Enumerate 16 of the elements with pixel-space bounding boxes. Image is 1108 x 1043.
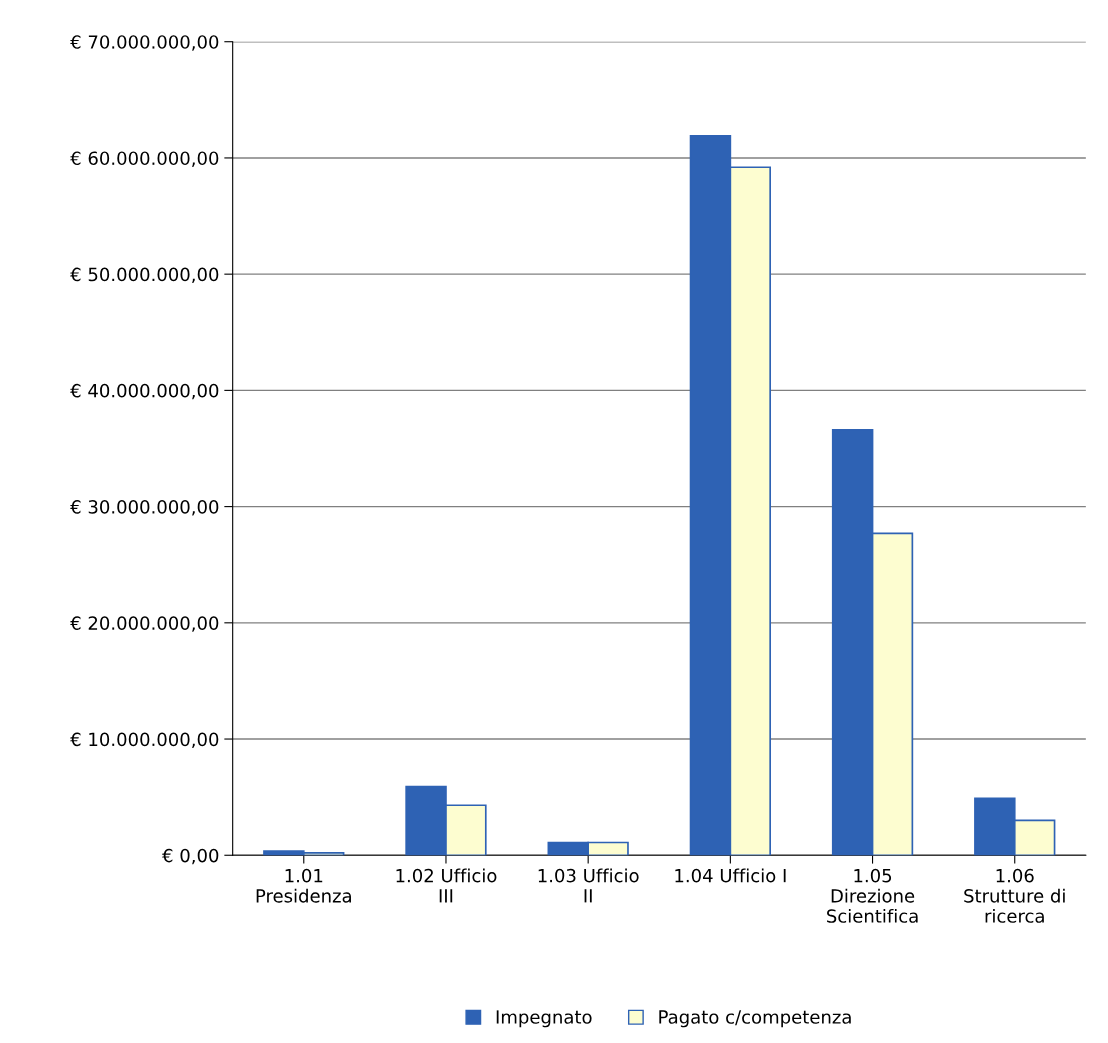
y-tick-label: € 10.000.000,00 [70,732,219,748]
y-tick-label: € 40.000.000,00 [70,383,219,400]
y-tick-label: € 60.000.000,00 [70,151,219,167]
x-tick-label: 1.06 Strutture di ricerca [964,868,1065,923]
x-tick-label: 1.05 Direzione Scientifica [827,868,918,923]
x-tick-label: 1.03 Ufficio II [538,868,639,903]
y-tick-label: € 20.000.000,00 [70,616,219,632]
y-tick-label: € 30.000.000,00 [70,500,219,516]
x-tick-label: 1.04 Ufficio I [675,868,786,883]
y-tick-label: € 70.000.000,00 [70,35,219,51]
y-tick-label: € 0,00 [162,848,219,865]
legend-label: Pagato c/competenza [659,1010,851,1028]
x-tick-label: 1.02 Ufficio III [396,868,497,903]
x-tick-label: 1.01 Presidenza [256,868,351,903]
y-tick-label: € 50.000.000,00 [70,267,219,284]
legend-label: Impegnato [496,1010,592,1028]
